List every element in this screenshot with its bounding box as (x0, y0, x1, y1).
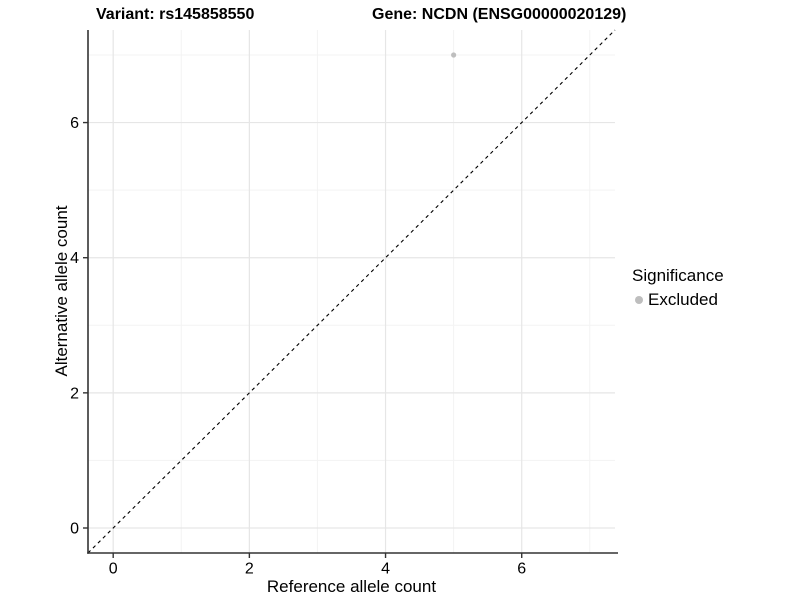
x-tick-label: 0 (109, 560, 118, 577)
legend-point-icon (635, 296, 643, 304)
x-tick-label: 2 (245, 560, 254, 577)
variant-title: Variant: rs145858550 (96, 6, 255, 23)
x-axis-title: Reference allele count (266, 577, 437, 596)
y-tick-label: 0 (70, 520, 79, 537)
x-tick-label: 6 (517, 560, 526, 577)
y-tick-label: 2 (70, 385, 79, 402)
legend-item: Excluded (632, 290, 724, 310)
gene-title: Gene: NCDN (ENSG00000020129) (372, 6, 627, 23)
y-axis-title: Alternative allele count (52, 205, 71, 377)
legend-item-label: Excluded (648, 290, 718, 309)
y-tick-label: 4 (70, 250, 79, 267)
x-tick-label: 4 (381, 560, 390, 577)
identity-line (87, 29, 616, 554)
legend: Significance Excluded (632, 266, 724, 310)
y-tick-label: 6 (70, 115, 79, 132)
legend-title: Significance (632, 266, 724, 285)
data-point (451, 52, 457, 58)
